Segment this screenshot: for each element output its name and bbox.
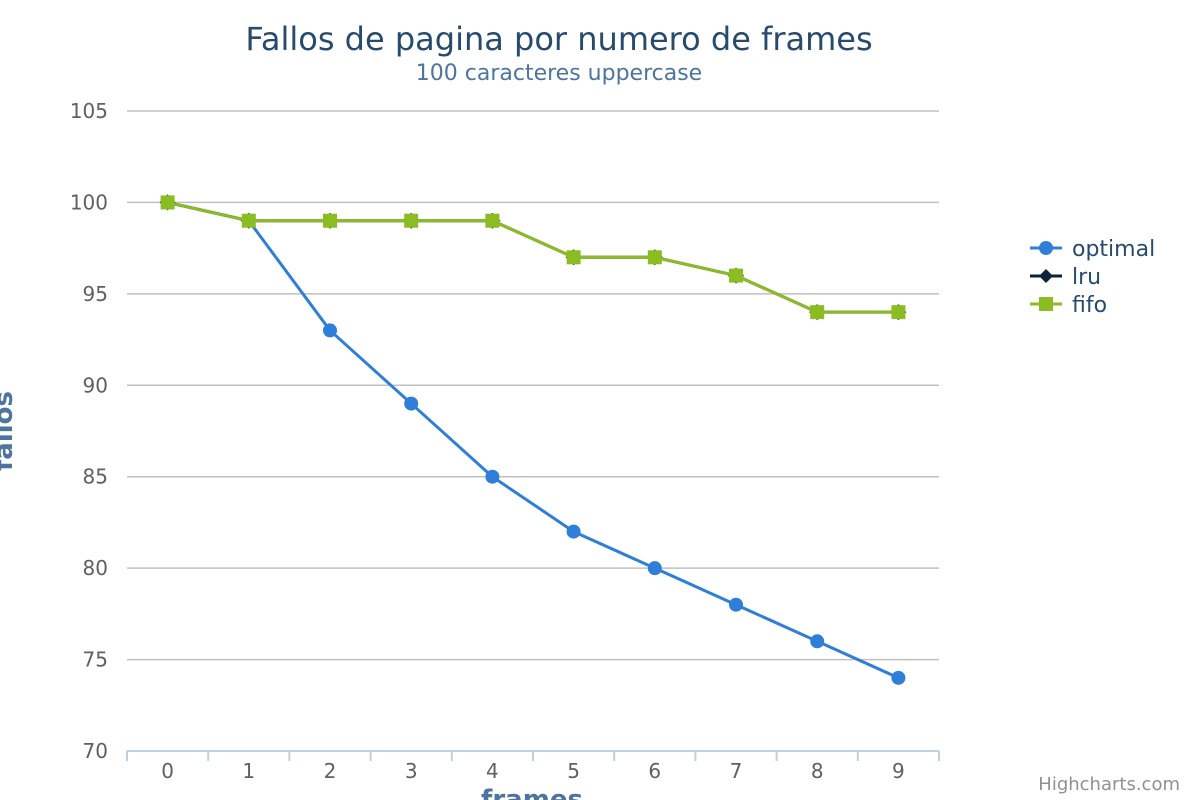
data-point-fifo[interactable] <box>485 213 500 228</box>
series-fifo[interactable] <box>160 195 906 320</box>
data-point-optimal[interactable] <box>647 561 662 576</box>
series-optimal[interactable] <box>160 195 906 685</box>
data-point-optimal[interactable] <box>566 524 581 539</box>
legend-item-fifo[interactable]: fifo <box>1030 293 1107 318</box>
y-tick-label: 90 <box>83 373 108 397</box>
x-tick-label: 7 <box>730 759 743 783</box>
legend-symbol-fifo <box>1039 297 1053 311</box>
y-tick-label: 105 <box>70 99 108 123</box>
data-point-optimal[interactable] <box>323 323 337 338</box>
legend-symbol-lru <box>1039 269 1053 283</box>
data-point-optimal[interactable] <box>810 634 825 649</box>
data-point-fifo[interactable] <box>729 268 743 283</box>
x-tick-label: 6 <box>648 759 661 783</box>
data-point-fifo[interactable] <box>160 195 175 210</box>
x-axis-title: frames <box>481 785 583 800</box>
data-point-fifo[interactable] <box>566 250 581 265</box>
data-point-optimal[interactable] <box>729 597 743 612</box>
legend-item-lru[interactable]: lru <box>1030 265 1101 290</box>
x-tick-label: 1 <box>242 759 255 783</box>
series-line-fifo[interactable] <box>167 200 899 314</box>
data-point-fifo[interactable] <box>891 305 906 320</box>
x-tick-label: 0 <box>161 759 174 783</box>
legend-label: fifo <box>1072 293 1107 318</box>
data-point-fifo[interactable] <box>404 213 419 228</box>
data-point-fifo[interactable] <box>647 250 662 265</box>
legend-label: optimal <box>1072 237 1155 262</box>
series-line-optimal[interactable] <box>167 200 900 680</box>
x-tick-label: 4 <box>486 759 499 783</box>
x-tick-label: 3 <box>405 759 418 783</box>
x-tick-label: 9 <box>892 759 905 783</box>
chart-subtitle: 100 caracteres uppercase <box>416 61 702 86</box>
y-tick-label: 100 <box>70 190 108 214</box>
y-tick-label: 70 <box>83 739 108 763</box>
data-point-optimal[interactable] <box>485 469 500 484</box>
x-tick-label: 8 <box>811 759 824 783</box>
data-point-optimal[interactable] <box>404 396 419 411</box>
y-axis-tick-labels: 70 75 80 85 90 95 100 105 <box>70 99 108 763</box>
x-tick-label: 2 <box>324 759 337 783</box>
data-point-optimal[interactable] <box>891 670 906 685</box>
x-axis: 0 1 2 3 4 5 6 7 8 9 <box>126 750 940 783</box>
y-tick-label: 85 <box>83 465 108 489</box>
legend-item-optimal[interactable]: optimal <box>1030 237 1155 262</box>
y-tick-label: 95 <box>83 282 108 306</box>
grid-lines <box>127 110 939 661</box>
y-axis-title: fallos <box>0 391 19 471</box>
y-tick-label: 80 <box>83 556 108 580</box>
series <box>159 194 907 685</box>
data-point-fifo[interactable] <box>323 213 337 228</box>
legend[interactable]: optimal lru fifo <box>1030 237 1155 318</box>
data-point-fifo[interactable] <box>810 305 825 320</box>
credits-link[interactable]: Highcharts.com <box>1038 774 1180 795</box>
y-tick-label: 75 <box>83 648 108 672</box>
x-tick-label: 5 <box>567 759 580 783</box>
legend-symbol-optimal <box>1039 241 1053 255</box>
chart-title: Fallos de pagina por numero de frames <box>245 20 872 58</box>
data-point-fifo[interactable] <box>241 213 256 228</box>
legend-label: lru <box>1072 265 1101 290</box>
